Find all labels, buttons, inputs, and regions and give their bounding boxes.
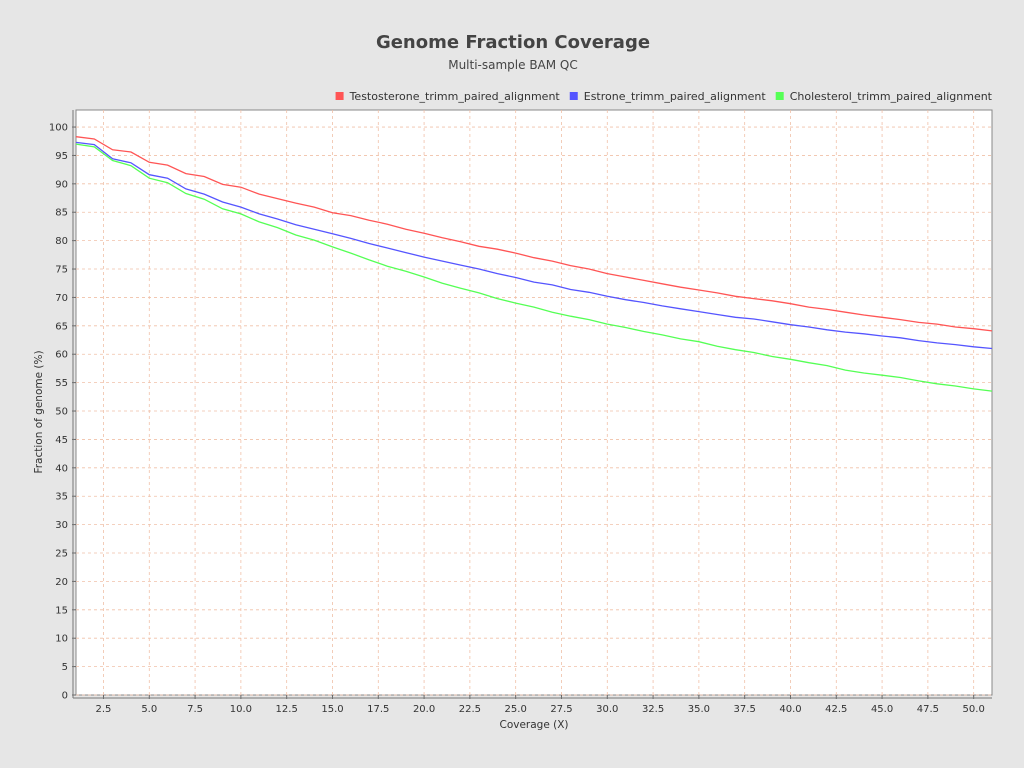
- x-tick-label: 2.5: [96, 704, 112, 715]
- x-tick-label: 40.0: [779, 704, 801, 715]
- y-tick-label: 20: [55, 577, 68, 588]
- y-tick-label: 100: [49, 123, 68, 134]
- y-tick-label: 75: [55, 265, 68, 276]
- x-tick-label: 20.0: [413, 704, 435, 715]
- y-tick-label: 0: [62, 691, 68, 702]
- y-tick-label: 30: [55, 520, 68, 531]
- x-tick-label: 30.0: [596, 704, 618, 715]
- x-tick-label: 50.0: [963, 704, 985, 715]
- x-tick-label: 35.0: [688, 704, 710, 715]
- series-layer: [75, 136, 993, 392]
- y-tick-label: 40: [55, 463, 68, 474]
- x-tick-label: 5.0: [141, 704, 157, 715]
- x-tick-label: 42.5: [825, 704, 847, 715]
- chart-subtitle: Multi-sample BAM QC: [448, 58, 578, 72]
- x-tick-label: 45.0: [871, 704, 893, 715]
- y-tick-label: 95: [55, 151, 68, 162]
- legend-item-3: Cholesterol_trimm_paired_alignment: [775, 90, 993, 103]
- y-tick-label: 70: [55, 293, 68, 304]
- series-line-1: [75, 136, 993, 332]
- x-tick-label: 37.5: [734, 704, 756, 715]
- x-tick-label: 15.0: [321, 704, 343, 715]
- x-tick-label: 47.5: [917, 704, 939, 715]
- x-tick-label: 22.5: [459, 704, 481, 715]
- x-tick-label: 12.5: [276, 704, 298, 715]
- series-line-3: [75, 143, 993, 392]
- x-tick-label: 25.0: [505, 704, 527, 715]
- x-tick-label: 17.5: [367, 704, 389, 715]
- y-tick-label: 90: [55, 179, 68, 190]
- y-axis-label: Fraction of genome (%): [33, 350, 45, 473]
- legend-swatch: [335, 92, 344, 100]
- x-tick-label: 27.5: [550, 704, 572, 715]
- y-tick-label: 50: [55, 407, 68, 418]
- legend-swatch: [569, 92, 578, 100]
- plot-area: [75, 109, 993, 696]
- legend-label: Cholesterol_trimm_paired_alignment: [790, 90, 993, 103]
- legend-label: Estrone_trimm_paired_alignment: [584, 90, 767, 103]
- y-tick-label: 60: [55, 350, 68, 361]
- chart-title: Genome Fraction Coverage: [376, 32, 650, 53]
- y-tick-label: 10: [55, 634, 68, 645]
- y-tick-label: 35: [55, 492, 68, 503]
- legend-label: Testosterone_trimm_paired_alignment: [349, 90, 561, 103]
- x-tick-label: 7.5: [187, 704, 203, 715]
- grid-lines: [76, 110, 992, 696]
- legend-item-2: Estrone_trimm_paired_alignment: [569, 90, 767, 103]
- axes: 0 5 10 15 20 25 30 35 40 45 50 55 60 65 70 75 80 85 90 95 10…: [49, 110, 992, 715]
- x-axis-label: Coverage (X): [499, 719, 568, 731]
- y-tick-label: 85: [55, 208, 68, 219]
- legend-swatch: [775, 92, 784, 100]
- y-tick-label: 65: [55, 321, 68, 332]
- legend: Testosterone_trimm_paired_alignment Estro…: [335, 90, 993, 103]
- y-tick-label: 5: [62, 662, 68, 673]
- y-tick-label: 45: [55, 435, 68, 446]
- y-tick-label: 15: [55, 605, 68, 616]
- legend-item-1: Testosterone_trimm_paired_alignment: [335, 90, 561, 103]
- series-line-2: [75, 141, 993, 350]
- y-tick-label: 80: [55, 236, 68, 247]
- x-tick-label: 32.5: [642, 704, 664, 715]
- y-tick-label: 55: [55, 378, 68, 389]
- x-tick-label: 10.0: [230, 704, 252, 715]
- y-tick-label: 25: [55, 549, 68, 560]
